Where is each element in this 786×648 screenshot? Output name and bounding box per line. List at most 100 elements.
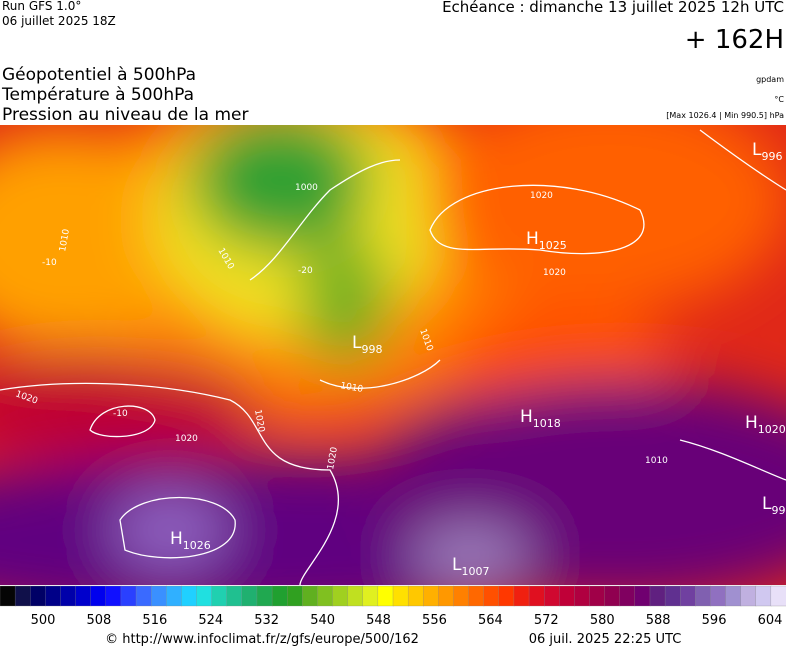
legend-line: Géopotentiel à 500hPa [2, 65, 196, 85]
colorbar-tick-label: 540 [310, 613, 335, 628]
center-value: 998 [361, 343, 382, 356]
colorbar-swatch [60, 585, 77, 607]
colorbar-tick-label: 548 [366, 613, 391, 628]
colorbar-swatch [90, 585, 107, 607]
colorbar-swatch [30, 585, 46, 607]
center-letter: L [452, 555, 462, 575]
colorbar-tick-label: 500 [31, 613, 56, 628]
center-letter: H [526, 229, 539, 249]
colorbar-swatch [226, 585, 243, 607]
temperature-label: -10 [42, 258, 57, 268]
temperature-label: -20 [298, 266, 313, 276]
colorbar-swatch [649, 585, 666, 607]
colorbar-swatch [241, 585, 258, 607]
pressure-center: L1007 [452, 555, 489, 578]
colorbar-swatch [181, 585, 198, 607]
isobars [0, 129, 786, 585]
center-letter: L [762, 494, 772, 514]
colorbar-swatch [271, 585, 288, 607]
colorbar-swatch [755, 585, 772, 607]
colorbar-swatch [317, 585, 334, 607]
colorbar-swatch [377, 585, 394, 607]
center-value: 99 [771, 504, 785, 517]
colorbar-swatch [166, 585, 183, 607]
colorbar-swatch [740, 585, 757, 607]
colorbar-tick-label: 572 [534, 613, 559, 628]
colorbar-swatch [196, 585, 213, 607]
temperature-label: -10 [113, 409, 128, 419]
colorbar-swatch [589, 585, 606, 607]
center-letter: L [752, 140, 762, 160]
colorbar-swatch [392, 585, 409, 607]
isobar-label: 1010 [339, 381, 364, 395]
timestamp: 06 juil. 2025 22:25 UTC [529, 632, 682, 647]
colorbar-swatch [574, 585, 591, 607]
colorbar-swatch [770, 585, 786, 607]
colorbar-swatch [438, 585, 455, 607]
isobar-label: 1010 [58, 228, 72, 253]
isobar-label: 1020 [175, 434, 198, 444]
colorbar-swatch [498, 585, 515, 607]
colorbar-swatch [135, 585, 152, 607]
colorbar-swatch [0, 585, 16, 607]
colorbar-swatch [453, 585, 470, 607]
isobar-label: 1020 [326, 446, 340, 471]
isobar-label: 1020 [252, 409, 266, 434]
center-letter: H [170, 529, 183, 549]
colorbar-swatch [287, 585, 303, 607]
source-url: © http://www.infoclimat.fr/z/gfs/europe/… [105, 632, 419, 647]
colorbar-swatch [695, 585, 712, 607]
pressure-center: L998 [352, 333, 382, 356]
colorbar-swatch [14, 585, 31, 607]
legend-line: Pression au niveau de la mer [2, 105, 248, 125]
colorbar-swatch [120, 585, 137, 607]
legend-unit: °C [774, 95, 784, 104]
center-value: 1018 [533, 417, 561, 430]
colorbar-swatch [680, 585, 696, 607]
isobar-label: 1020 [543, 268, 566, 278]
colorbar-swatch [544, 585, 560, 607]
pressure-center: H1020 [745, 413, 786, 436]
run-date: 06 juillet 2025 18Z [2, 14, 116, 28]
colorbar-swatch [407, 585, 424, 607]
legend-unit: gpdam [756, 75, 784, 84]
colorbar-swatch [559, 585, 576, 607]
colorbar-swatch [710, 585, 727, 607]
colorbar-tick-label: 588 [646, 613, 671, 628]
colorbar-tick-label: 524 [198, 613, 223, 628]
colorbar-swatch [362, 585, 379, 607]
center-value: 996 [761, 150, 782, 163]
isobar-label: 1000 [295, 183, 318, 193]
colorbar-swatch [468, 585, 485, 607]
colorbar-swatch [75, 585, 92, 607]
isobar-label: 1010 [645, 456, 668, 466]
colorbar-swatch [423, 585, 439, 607]
valid-time: Echéance : dimanche 13 juillet 2025 12h … [442, 0, 784, 16]
center-value: 1026 [183, 539, 211, 552]
pressure-center: L996 [752, 140, 782, 163]
colorbar-swatch [211, 585, 228, 607]
colorbar-swatch [513, 585, 530, 607]
colorbar-swatch [664, 585, 681, 607]
colorbar-tick-label: 556 [422, 613, 447, 628]
center-value: 1025 [539, 239, 567, 252]
pressure-center: H1018 [520, 407, 561, 430]
colorbar-swatch [619, 585, 636, 607]
center-value: 1020 [758, 423, 786, 436]
legend-line: Température à 500hPa [1, 85, 194, 105]
pressure-center: H1025 [526, 229, 567, 252]
run-label: Run GFS 1.0° [2, 0, 81, 13]
colorbar-swatch [302, 585, 319, 607]
pressure-center: H1026 [170, 529, 211, 552]
lead-time: + 162H [685, 25, 784, 55]
legend-unit: [Max 1026.4 | Min 990.5] hPa [666, 111, 784, 120]
isobar-label: 1020 [530, 191, 553, 201]
map [0, 125, 786, 585]
colorbar: 500 508 516 524 532 540 548 556 564 572 580 588 596 6… [0, 585, 786, 628]
colorbar-swatch [725, 585, 742, 607]
center-letter: H [520, 407, 533, 427]
pressure-center: L99 [762, 494, 785, 517]
colorbar-tick-label: 580 [590, 613, 615, 628]
